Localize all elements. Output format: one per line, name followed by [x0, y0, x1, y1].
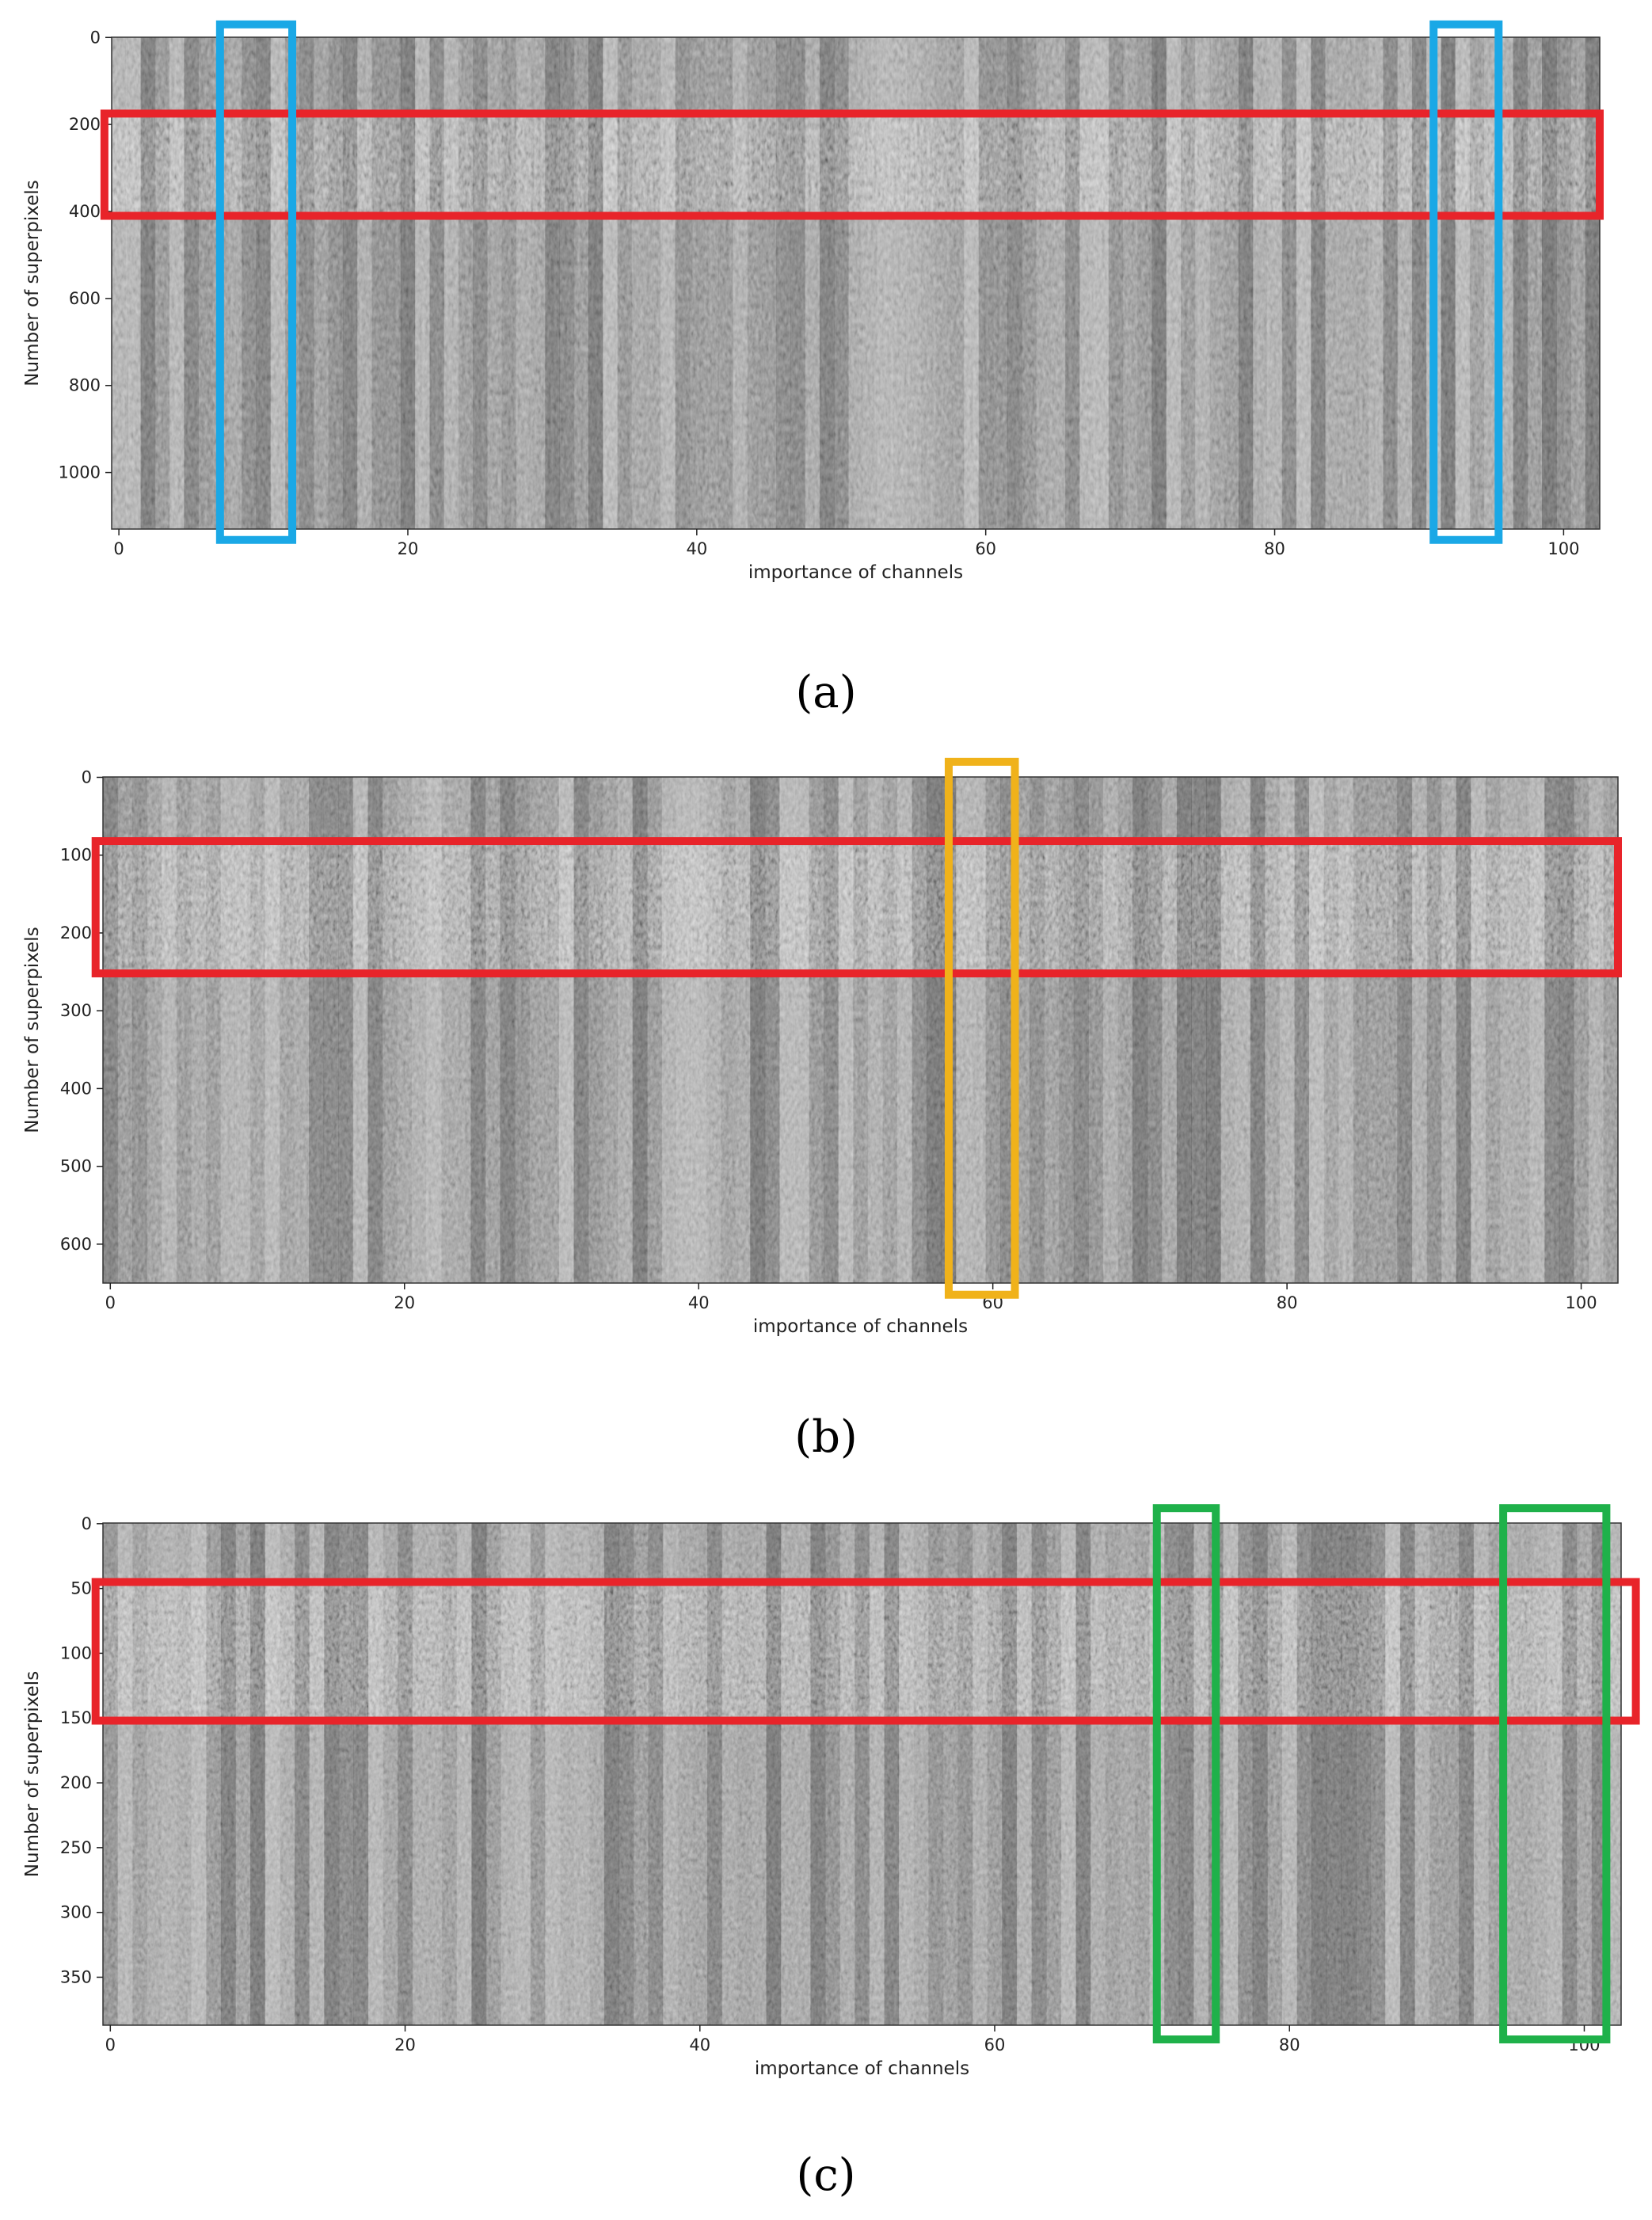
x-tick-label: 80 [1264, 539, 1285, 558]
highlight-box [91, 1578, 1640, 1725]
heatmap-image [112, 37, 1601, 529]
high-contrast-band [103, 1582, 1621, 1721]
x-tick-label: 40 [688, 1293, 710, 1312]
panel-b: 0 20 40 60 80 1000100200300400500600importanc… [22, 757, 1622, 1463]
highlight-box [1429, 20, 1503, 544]
x-tick-label: 80 [1279, 2035, 1300, 2054]
y-tick-label: 400 [60, 1079, 92, 1098]
y-tick-label: 800 [69, 376, 101, 395]
panel-label: (c) [796, 2150, 855, 2201]
x-tick-label: 40 [689, 2035, 710, 2054]
x-tick-label: 40 [686, 539, 707, 558]
y-tick-label: 100 [60, 846, 92, 865]
x-axis-label: importance of channels [755, 2058, 969, 2079]
y-tick-label: 350 [60, 1967, 92, 1986]
y-tick-label: 0 [82, 767, 92, 786]
x-axis-label: importance of channels [753, 1316, 968, 1337]
y-tick-label: 50 [70, 1579, 92, 1598]
y-tick-label: 300 [60, 1903, 92, 1922]
y-tick-label: 1000 [59, 463, 101, 482]
highlight-box [1499, 1504, 1611, 2043]
heatmap-image [103, 1523, 1622, 2025]
y-tick-label: 250 [60, 1838, 92, 1857]
x-tick-label: 0 [105, 1293, 116, 1312]
high-contrast-band [103, 841, 1618, 974]
x-tick-label: 0 [113, 539, 124, 558]
y-axis-label: Number of superpixels [22, 180, 43, 386]
y-tick-label: 200 [60, 923, 92, 942]
y-tick-label: 0 [90, 28, 101, 47]
y-tick-label: 500 [60, 1157, 92, 1176]
highlight-box [215, 20, 297, 544]
x-axis-label: importance of channels [748, 562, 963, 583]
y-tick-label: 600 [60, 1235, 92, 1254]
x-tick-label: 80 [1277, 1293, 1298, 1312]
highlight-box [100, 109, 1604, 220]
y-tick-label: 100 [60, 1643, 92, 1662]
plot-frame [102, 776, 1619, 1284]
panel-label: (a) [795, 667, 856, 718]
plot-frame [102, 1522, 1622, 2026]
y-tick-label: 400 [69, 202, 101, 221]
plot-frame [111, 36, 1601, 530]
y-tick-label: 600 [69, 289, 101, 308]
x-tick-label: 20 [398, 539, 419, 558]
highlight-box [944, 757, 1019, 1299]
high-contrast-band [112, 113, 1600, 216]
x-tick-label: 100 [1547, 539, 1579, 558]
panel-a: 0 20 40 60 80 10002004006008001000importance … [22, 20, 1604, 718]
panel-label: (b) [794, 1411, 858, 1463]
y-tick-label: 0 [82, 1514, 92, 1533]
x-tick-label: 60 [984, 2035, 1006, 2054]
highlight-box [1152, 1504, 1220, 2043]
x-tick-label: 0 [105, 2035, 116, 2054]
heatmap-image [103, 777, 1619, 1283]
x-tick-label: 20 [394, 1293, 415, 1312]
y-tick-label: 200 [69, 115, 101, 134]
y-tick-label: 200 [60, 1773, 92, 1792]
panel-c: 0 20 40 60 80 100050100150200250300350importa… [22, 1504, 1640, 2201]
x-tick-label: 100 [1566, 1293, 1597, 1312]
x-tick-label: 60 [975, 539, 996, 558]
y-tick-label: 300 [60, 1001, 92, 1020]
highlight-box [91, 837, 1622, 978]
y-axis-label: Number of superpixels [22, 1671, 43, 1877]
x-tick-label: 20 [394, 2035, 416, 2054]
y-tick-label: 150 [60, 1708, 92, 1727]
y-axis-label: Number of superpixels [22, 927, 43, 1133]
